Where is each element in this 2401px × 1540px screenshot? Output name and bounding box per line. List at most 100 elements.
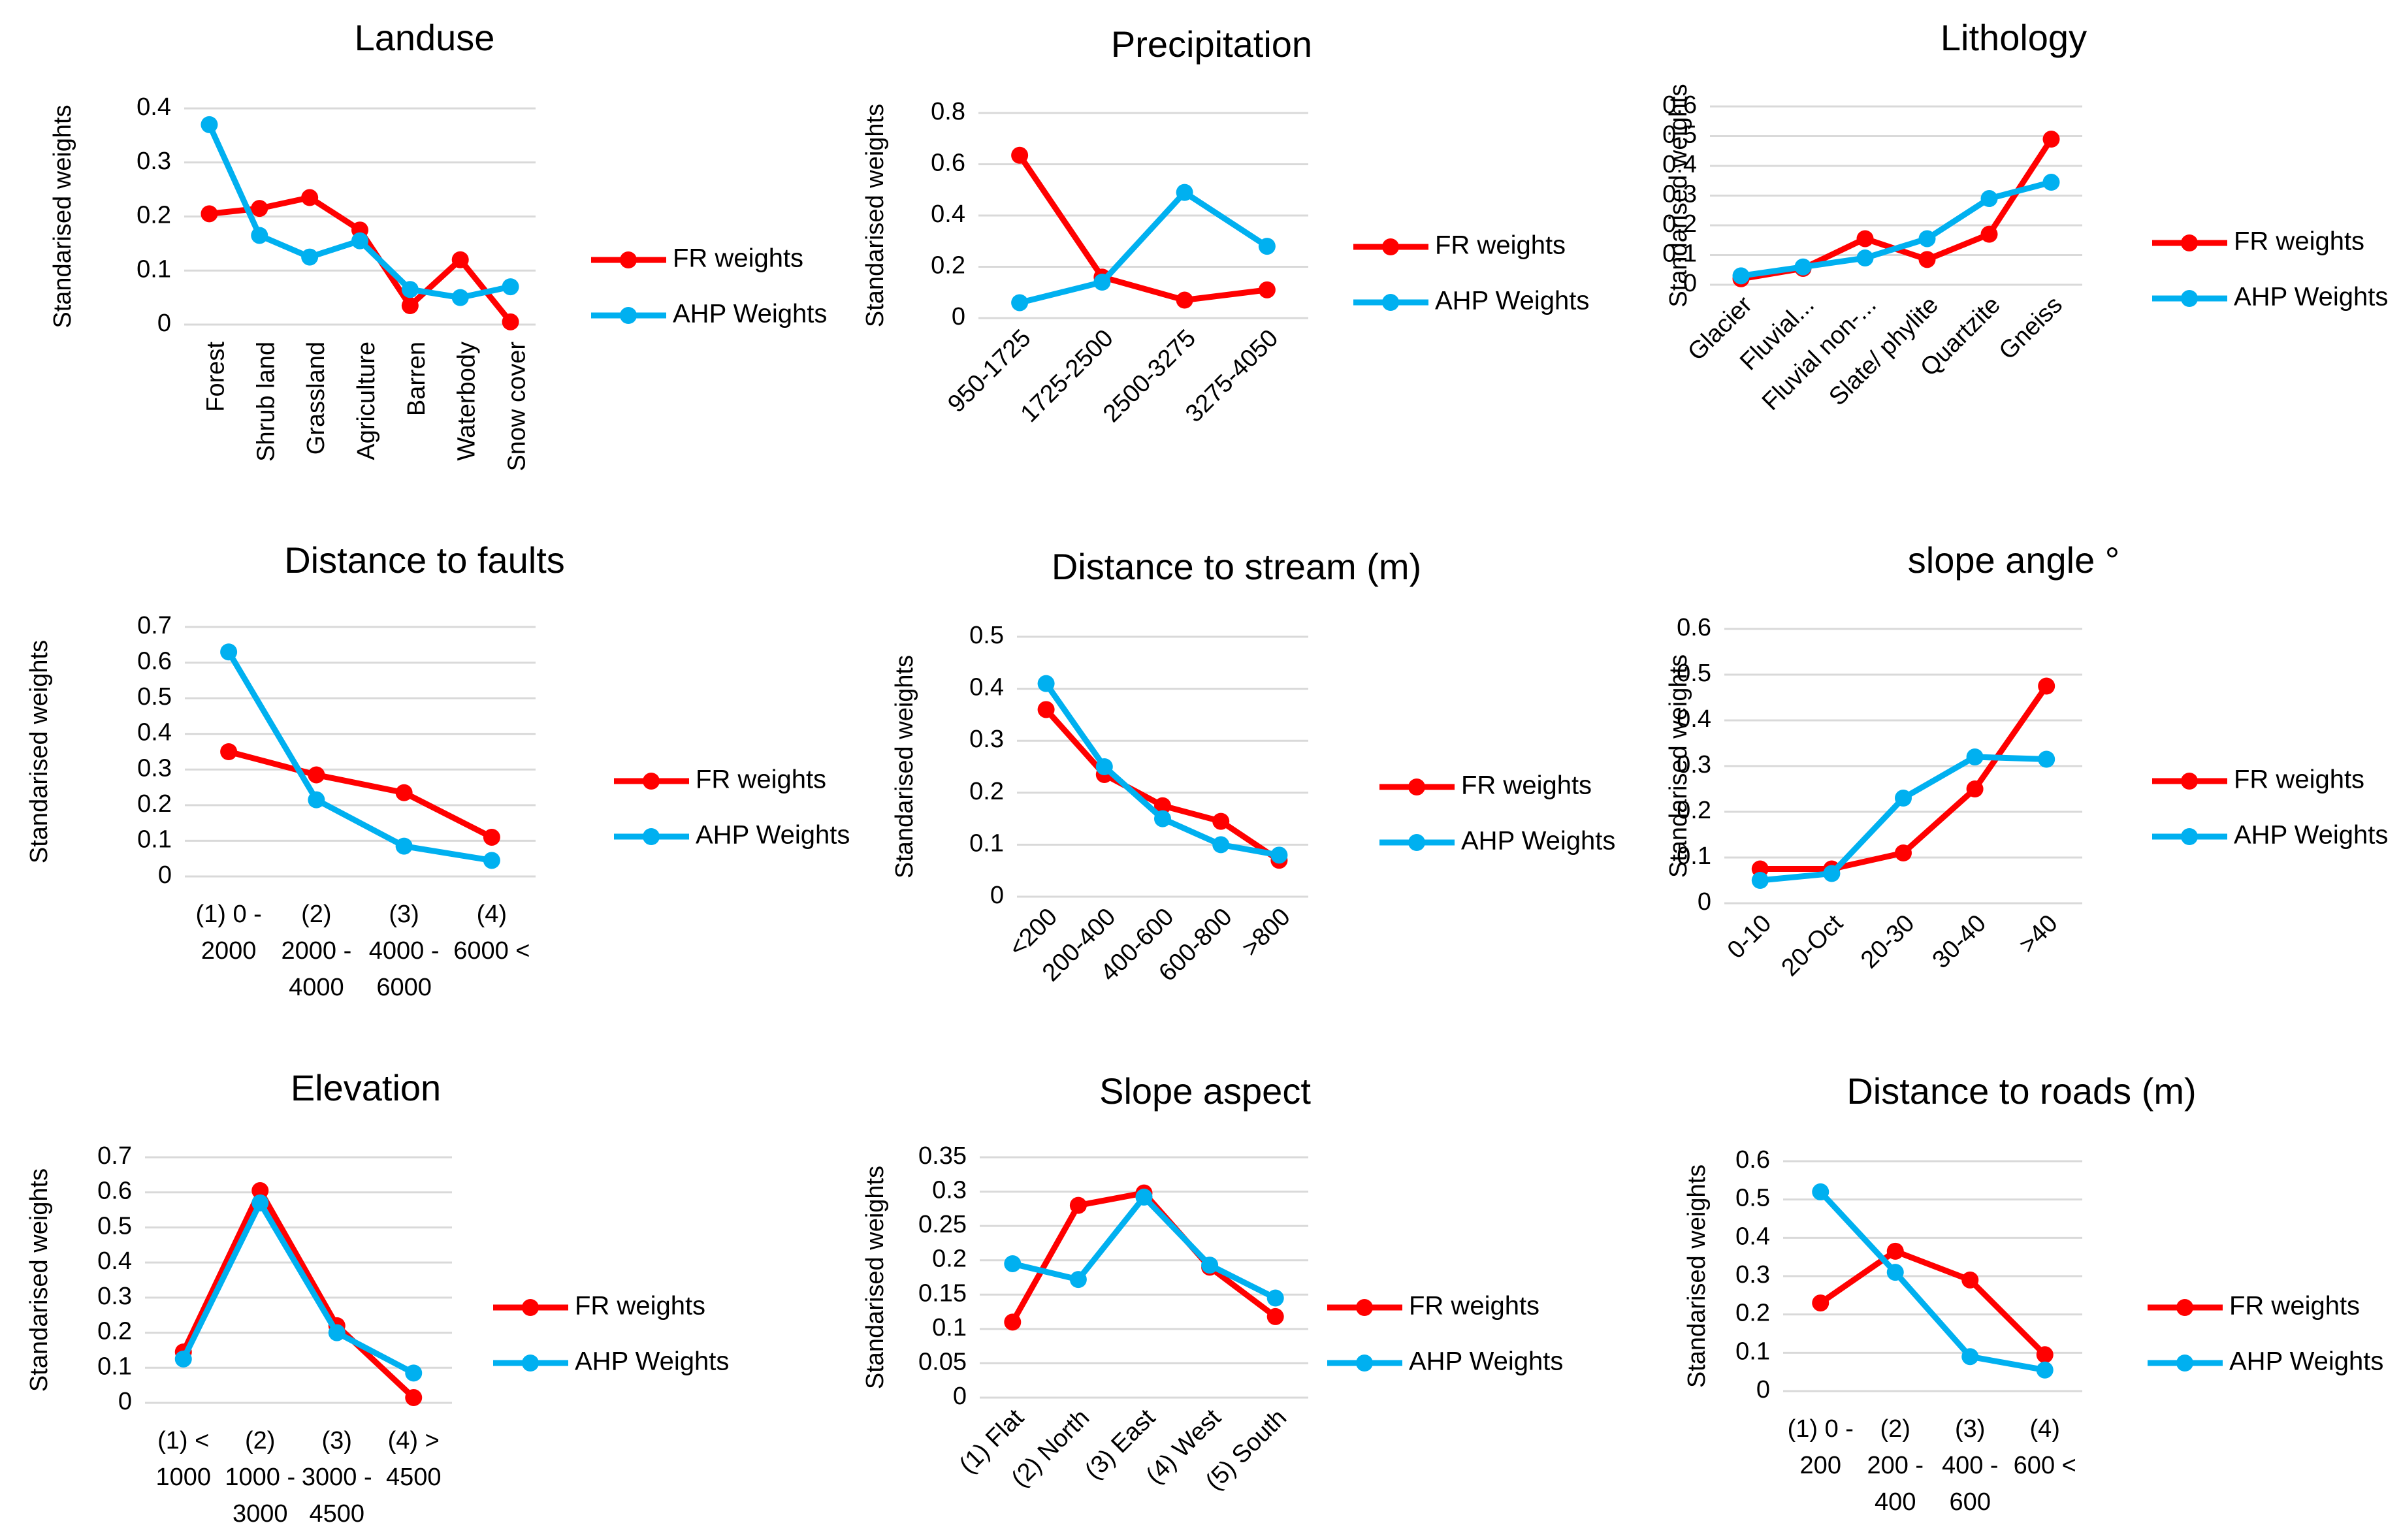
data-point-fr (401, 297, 419, 315)
legend-label: FR weights (1435, 231, 1566, 260)
y-tick-label: 0.6 (1677, 614, 1711, 641)
x-tick-label-line: (1) 0 - (1788, 1415, 1854, 1443)
data-point-ahp (1794, 258, 1812, 276)
chart-panel-4: Distance to faults Standarised weights 0 0.… (25, 539, 850, 1001)
legend-label: FR weights (1461, 771, 1592, 800)
data-point-ahp (451, 289, 469, 306)
chart-panel-1: Landuse Standarised weights 0 0.1 0.2 0.3 0.4 F… (49, 17, 827, 472)
data-point-ahp (1732, 267, 1750, 285)
data-point-ahp (1212, 836, 1230, 854)
data-point-fr (1212, 812, 1230, 830)
y-tick-label: 0.05 (918, 1348, 967, 1375)
x-tick-label: (2) 200 - 400 (1867, 1415, 1924, 1516)
data-point-fr (220, 743, 238, 760)
y-tick-label: 0.3 (97, 1283, 132, 1310)
x-tick-label-line: 1000 (155, 1464, 211, 1491)
y-tick-label: 0 (158, 861, 172, 889)
legend-label: AHP Weights (575, 1347, 729, 1376)
y-tick-label: 0.3 (932, 1177, 967, 1204)
data-point-ahp (1961, 1348, 1979, 1366)
x-tick-label-line: 600 (1950, 1488, 1991, 1516)
x-tick-label: Gneiss (1994, 291, 2068, 365)
chart-title: Elevation (291, 1067, 441, 1108)
x-tick-label-line: 4000 - (369, 937, 440, 965)
data-point-ahp (1258, 238, 1276, 255)
data-point-ahp (401, 281, 419, 298)
x-tick-label: Snow cover (504, 342, 531, 472)
y-tick-label: 0.3 (137, 148, 171, 175)
data-point-ahp (251, 227, 268, 244)
series-line-fr (227, 748, 493, 840)
data-point-fr (1011, 146, 1029, 164)
data-point-ahp (201, 116, 218, 133)
x-tick-label: Grassland (302, 342, 330, 455)
data-point-fr (2036, 1346, 2054, 1364)
data-point-ahp (308, 791, 325, 809)
data-point-fr (2042, 131, 2060, 148)
x-tick-label-line: (4) (2030, 1415, 2060, 1443)
x-tick-label-line: 6000 (376, 974, 432, 1001)
y-axis-label: Standarised weights (1665, 654, 1692, 878)
x-tick-label-line: 400 - (1942, 1452, 1999, 1479)
data-point-fr (1980, 225, 1998, 243)
data-point-ahp (1093, 274, 1111, 291)
data-point-fr (308, 766, 325, 784)
series-line-ahp (1019, 189, 1269, 306)
data-point-ahp (405, 1364, 423, 1382)
legend-swatch-marker (2181, 290, 2198, 307)
y-tick-label: 0.2 (969, 778, 1004, 805)
x-tick-label: 20-30 (1856, 910, 1920, 974)
y-axis-label: Standarised weights (1665, 84, 1692, 307)
data-point-ahp (1201, 1257, 1219, 1274)
y-tick-label: 0.2 (1677, 797, 1711, 824)
legend-label: AHP Weights (673, 300, 827, 329)
data-point-ahp (1095, 758, 1113, 775)
series-line-ahp (180, 1200, 415, 1376)
y-tick-label: 0 (1756, 1376, 1770, 1404)
data-point-ahp (328, 1324, 346, 1341)
chart-title: Distance to faults (284, 539, 565, 581)
x-tick-label-line: 4500 (386, 1464, 442, 1491)
x-tick-label-line: (1) 0 - (195, 901, 261, 928)
x-tick-label-line: (4) (477, 901, 507, 928)
legend-label: FR weights (2229, 1292, 2360, 1321)
data-point-ahp (1812, 1183, 1829, 1200)
legend-swatch-marker (643, 773, 660, 790)
x-tick-label: (4) > 4500 (386, 1427, 442, 1491)
x-tick-label: (2) 2000 - 4000 (282, 901, 352, 1001)
x-tick-label-line: (3) (389, 901, 419, 928)
legend-swatch-marker (522, 1299, 539, 1316)
legend-swatch-marker (620, 307, 637, 324)
series-line-fr (1740, 137, 2054, 282)
data-point-fr (301, 189, 319, 206)
data-point-ahp (351, 232, 368, 249)
series-line-fr (180, 1187, 416, 1400)
y-tick-label: 0.1 (969, 829, 1004, 857)
y-tick-label: 0.8 (931, 98, 965, 125)
x-tick-label-line: 3000 - (302, 1464, 372, 1491)
series-line-ahp (1760, 754, 2047, 884)
y-tick-label: 0.4 (137, 93, 171, 121)
y-axis-label: Standarised weights (25, 640, 53, 863)
data-point-ahp (1751, 872, 1769, 889)
data-point-fr (2038, 677, 2055, 695)
data-point-ahp (1966, 748, 1984, 765)
data-point-ahp (220, 643, 238, 661)
x-tick-label: Barren (403, 342, 430, 416)
data-point-fr (451, 251, 469, 268)
y-tick-label: 0 (157, 310, 171, 337)
y-tick-label: 0.5 (137, 683, 172, 711)
data-point-ahp (2042, 174, 2060, 191)
legend-label: AHP Weights (1461, 827, 1615, 856)
y-tick-label: 0.6 (137, 648, 172, 675)
series-line-fr (1760, 684, 2049, 872)
x-tick-label: Forest (202, 342, 229, 412)
legend-swatch-marker (620, 251, 637, 268)
x-tick-label: Waterbody (453, 342, 481, 460)
data-point-ahp (1069, 1271, 1087, 1289)
x-tick-label-line: (4) > (388, 1427, 440, 1454)
data-point-ahp (1886, 1264, 1904, 1281)
legend-label: FR weights (575, 1292, 705, 1321)
series-line-ahp (1818, 1189, 2046, 1373)
